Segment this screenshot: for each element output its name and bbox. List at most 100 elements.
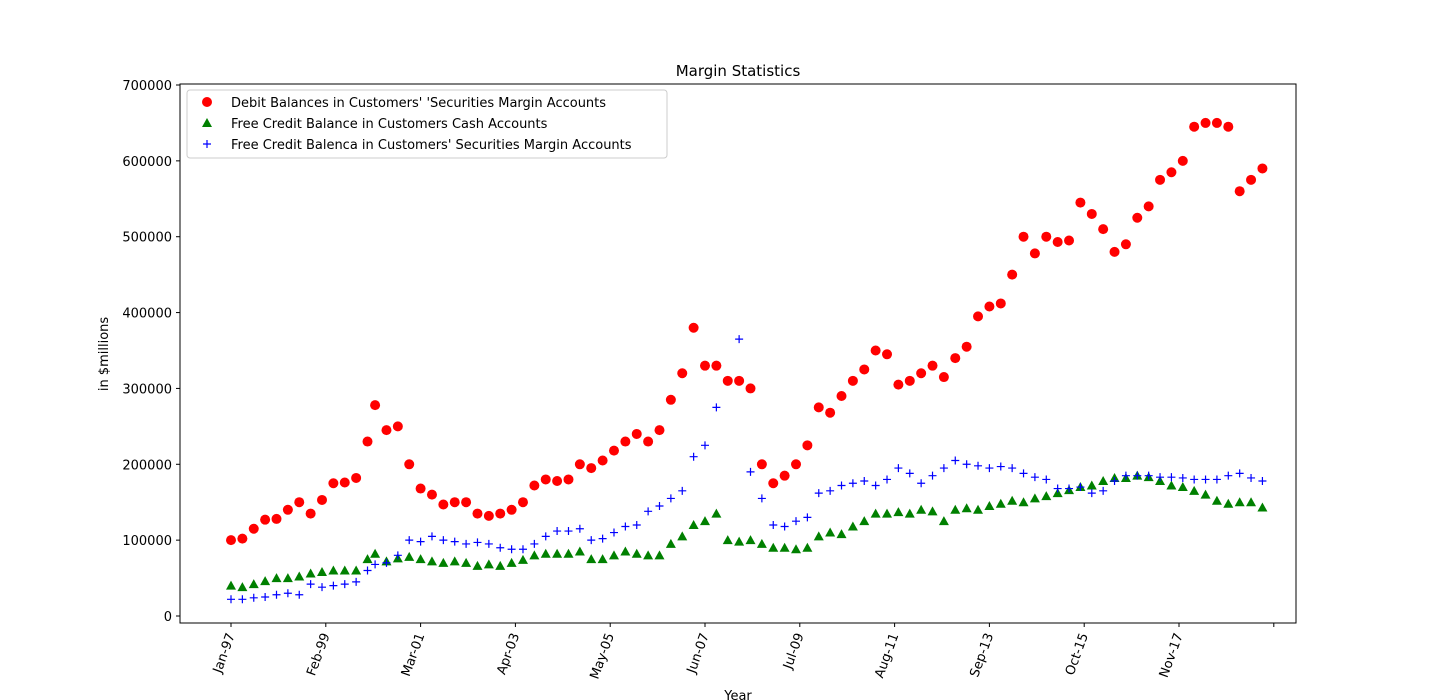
data-point: [370, 548, 381, 558]
data-point: [825, 407, 836, 418]
data-point: [1098, 475, 1109, 485]
data-point: [1007, 495, 1018, 505]
data-point: [882, 349, 893, 360]
data-point: [996, 462, 1005, 471]
data-point: [665, 538, 676, 548]
data-point: [1201, 475, 1210, 484]
data-point: [643, 436, 654, 447]
data-point: [370, 400, 381, 411]
data-point: [826, 486, 835, 495]
y-tick-label: 100000: [122, 534, 172, 549]
y-axis: 0 100000 200000 300000 400000 500000 600000 700…: [122, 79, 180, 625]
data-point: [1030, 473, 1039, 482]
data-point: [553, 527, 562, 536]
data-point: [351, 472, 362, 483]
data-point: [985, 464, 994, 473]
data-point: [756, 459, 767, 470]
data-point: [802, 542, 813, 552]
data-point: [951, 456, 960, 465]
data-point: [1052, 488, 1063, 498]
data-point: [791, 459, 802, 470]
data-point: [621, 522, 630, 531]
data-point: [461, 497, 472, 508]
data-point: [462, 539, 471, 548]
data-point: [700, 516, 710, 526]
data-point: [1087, 489, 1096, 498]
data-point: [540, 474, 551, 485]
data-point: [825, 527, 836, 537]
data-point: [415, 483, 426, 494]
data-point: [893, 379, 904, 390]
x-tick-label: Apr-03: [494, 631, 523, 676]
data-point: [294, 571, 305, 581]
data-point: [961, 503, 972, 513]
data-point: [631, 548, 642, 558]
data-point: [574, 546, 585, 556]
data-point: [1018, 497, 1029, 507]
data-point: [483, 559, 494, 569]
data-point: [768, 542, 779, 552]
data-point: [598, 534, 607, 543]
data-point: [950, 504, 961, 514]
data-point: [974, 461, 983, 470]
legend-label: Debit Balances in Customers' 'Securities…: [231, 96, 606, 111]
data-point: [260, 514, 271, 525]
data-point: [757, 494, 766, 503]
data-point: [404, 551, 415, 561]
data-point: [1257, 502, 1268, 512]
y-axis-label: in $millions: [97, 317, 112, 392]
data-point: [272, 590, 281, 599]
data-point: [564, 527, 573, 536]
data-point: [848, 479, 857, 488]
y-tick-label: 700000: [122, 79, 172, 94]
data-point: [271, 573, 282, 583]
data-point: [632, 520, 641, 529]
data-point: [586, 554, 597, 564]
legend-label: Free Credit Balance in Customers Cash Ac…: [231, 117, 548, 132]
data-point: [779, 470, 790, 481]
data-point: [426, 489, 437, 500]
data-point: [1053, 484, 1062, 493]
data-point: [1257, 163, 1268, 174]
data-point: [792, 517, 801, 526]
data-point: [1166, 167, 1177, 178]
y-tick-label: 0: [164, 610, 172, 625]
data-point: [238, 595, 247, 604]
y-tick-label: 500000: [122, 231, 172, 246]
data-point: [620, 546, 631, 556]
data-point: [517, 497, 528, 508]
data-point: [306, 580, 315, 589]
data-point: [416, 537, 425, 546]
data-point: [836, 391, 847, 402]
data-point: [837, 481, 846, 490]
data-point: [597, 455, 608, 466]
data-point: [847, 521, 858, 531]
data-point: [813, 402, 824, 413]
data-point: [317, 494, 328, 505]
data-point: [644, 507, 653, 516]
data-point: [1075, 197, 1086, 208]
legend-marker: [202, 97, 212, 107]
data-point: [894, 464, 903, 473]
data-point: [339, 565, 350, 575]
data-point: [1086, 480, 1097, 490]
data-point: [271, 513, 282, 524]
data-point: [927, 506, 938, 516]
data-point: [1155, 174, 1166, 185]
data-point: [260, 576, 271, 586]
data-point: [779, 542, 790, 552]
data-point: [518, 545, 527, 554]
data-point: [339, 477, 350, 488]
data-point: [1143, 201, 1154, 212]
x-tick-label: Mar-01: [399, 631, 428, 678]
data-point: [734, 375, 745, 386]
data-point: [859, 364, 870, 375]
data-point: [938, 372, 949, 383]
data-point: [1190, 475, 1199, 484]
x-tick-label: Feb-99: [304, 631, 333, 678]
data-point: [1189, 121, 1200, 132]
data-point: [654, 550, 665, 560]
data-point: [438, 499, 449, 510]
data-point: [882, 508, 893, 518]
data-point: [328, 565, 339, 575]
